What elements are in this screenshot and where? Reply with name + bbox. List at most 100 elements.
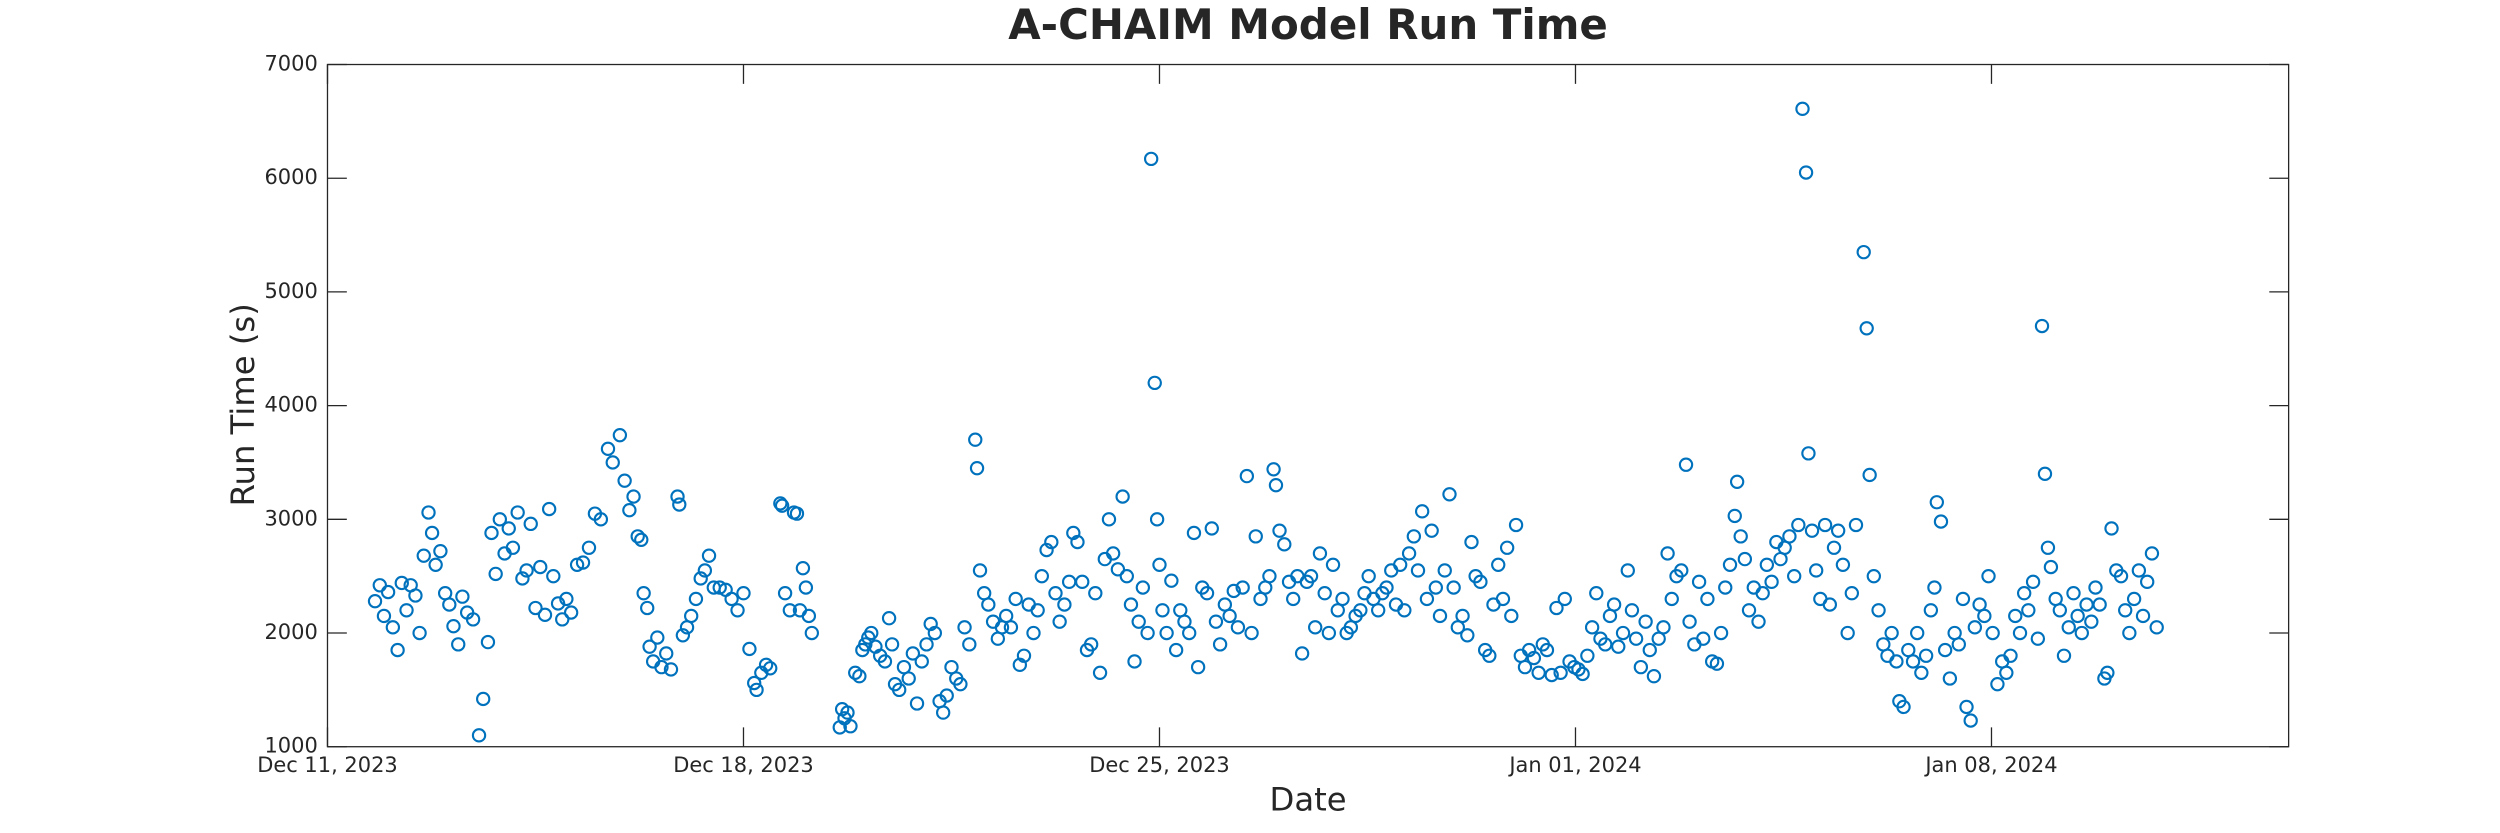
data-point	[1628, 631, 1644, 646]
data-point	[1526, 650, 1542, 666]
data-point	[852, 669, 867, 684]
data-point	[1083, 637, 1099, 652]
data-point	[939, 688, 954, 703]
data-point	[877, 654, 893, 669]
data-point	[1446, 580, 1461, 595]
data-point	[484, 525, 499, 541]
data-point	[1143, 151, 1159, 167]
data-point	[1977, 608, 1992, 624]
data-point	[1048, 586, 1063, 601]
data-point	[730, 603, 745, 618]
data-point	[1268, 478, 1284, 493]
data-point	[1589, 586, 1604, 601]
data-point	[640, 600, 655, 616]
data-point	[1414, 504, 1430, 519]
data-point	[789, 506, 805, 521]
data-point	[1239, 468, 1255, 484]
data-point	[2149, 620, 2164, 635]
data-point	[914, 654, 929, 669]
data-point	[2066, 586, 2081, 601]
data-point	[622, 503, 637, 518]
data-point	[421, 505, 436, 520]
data-point	[909, 696, 925, 711]
data-point	[1764, 574, 1779, 590]
data-point	[1606, 597, 1622, 612]
data-point	[2100, 665, 2115, 680]
data-point	[1226, 583, 1241, 599]
data-point	[795, 561, 811, 576]
data-point	[2113, 568, 2129, 584]
data-point	[510, 505, 525, 520]
data-point	[1733, 529, 1748, 544]
data-point	[1678, 457, 1694, 472]
data-point	[773, 496, 788, 511]
data-point	[1473, 574, 1488, 590]
data-point	[1571, 662, 1586, 677]
data-point	[575, 555, 591, 570]
data-point	[1990, 677, 2005, 692]
data-point	[675, 628, 691, 643]
data-point	[1135, 580, 1151, 595]
data-point	[1896, 699, 1911, 715]
data-point	[1981, 568, 1996, 584]
data-point	[1691, 574, 1707, 590]
data-point	[1544, 667, 1559, 683]
data-point	[2092, 597, 2107, 612]
data-point	[1910, 625, 1925, 641]
data-point	[1262, 568, 1277, 584]
data-point	[1817, 517, 1833, 533]
x-tick-label: Jan 01, 2024	[1507, 753, 1641, 777]
data-point	[480, 634, 496, 650]
data-point	[1729, 474, 1745, 489]
data-point	[1222, 608, 1237, 624]
data-point	[1397, 603, 1412, 618]
data-point	[843, 719, 858, 734]
data-point	[736, 586, 751, 601]
data-point	[1277, 537, 1292, 552]
data-point	[1959, 699, 1974, 715]
data-point	[2118, 603, 2133, 618]
data-point	[905, 646, 921, 661]
data-point	[1782, 529, 1797, 544]
data-point	[1105, 546, 1121, 561]
data-point	[1927, 580, 1942, 595]
data-point	[957, 620, 972, 635]
data-point	[1039, 542, 1054, 558]
data-point	[1822, 597, 1838, 612]
data-point	[1034, 568, 1049, 584]
data-point	[953, 677, 968, 692]
data-point	[1804, 523, 1820, 538]
data-point	[1580, 648, 1595, 663]
data-point	[1638, 614, 1653, 629]
data-point	[1549, 600, 1564, 616]
y-tick-label: 1000	[264, 734, 317, 758]
data-point	[801, 608, 817, 624]
data-point	[684, 608, 699, 624]
data-point	[2126, 591, 2142, 607]
data-point	[1230, 620, 1246, 635]
data-point	[471, 728, 487, 743]
x-tick-label: Dec 25, 2023	[1089, 753, 1230, 777]
data-point	[533, 559, 548, 575]
data-point	[1152, 557, 1167, 572]
data-point	[2056, 648, 2072, 663]
data-point	[1303, 568, 1319, 584]
data-point	[1057, 597, 1072, 612]
data-point	[1722, 557, 1738, 572]
data-point	[724, 591, 739, 607]
data-point	[1432, 608, 1448, 624]
data-point	[1428, 580, 1444, 595]
data-point	[1914, 665, 1929, 680]
data-point	[1182, 625, 1197, 641]
data-point	[376, 608, 392, 624]
data-point	[1361, 568, 1376, 584]
data-point	[555, 612, 570, 627]
data-point	[1923, 603, 1939, 618]
data-point	[1656, 620, 1671, 635]
data-point	[1633, 659, 1649, 675]
data-point	[1266, 462, 1281, 477]
data-point	[1110, 562, 1126, 577]
